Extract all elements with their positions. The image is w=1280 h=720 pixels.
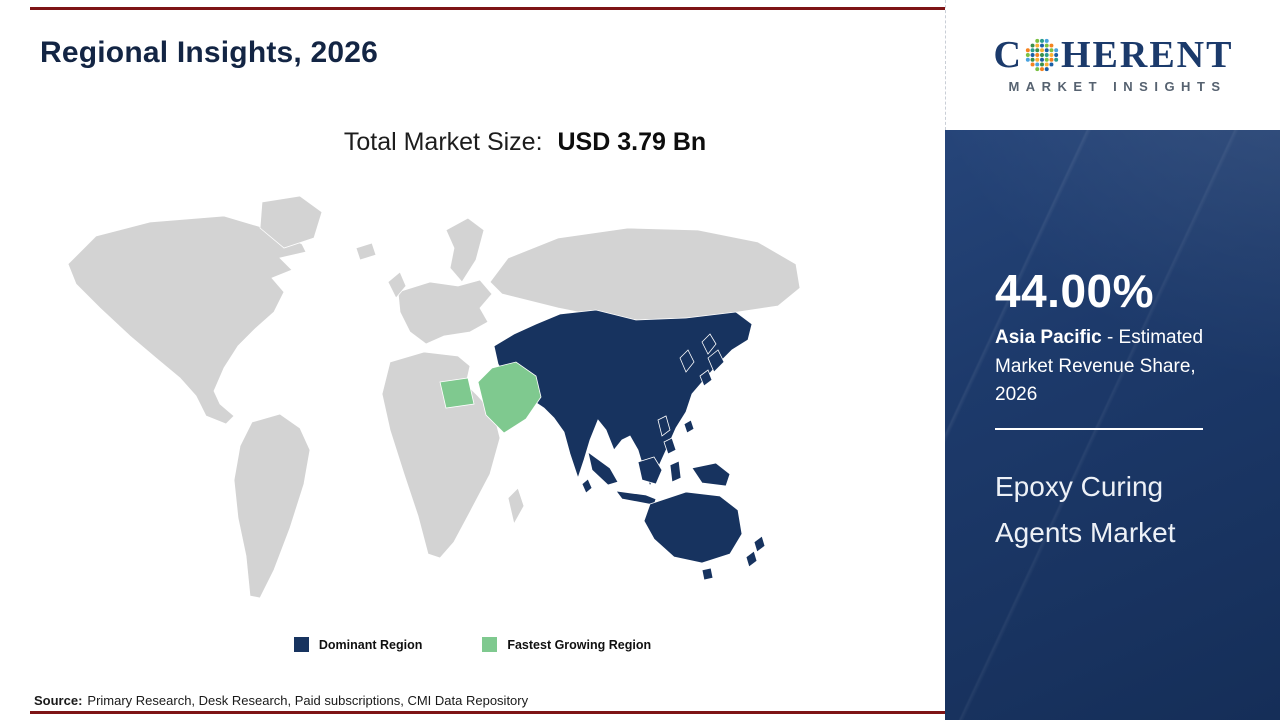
share-desc-text: - Estimated Market Revenue Share, 2026 (995, 327, 1204, 405)
source-label: Source: (34, 693, 83, 708)
logo-tagline: MARKET INSIGHTS (1008, 79, 1227, 94)
map-dominant-region (493, 309, 766, 581)
fastest-swatch-icon (482, 637, 498, 652)
share-description: Asia Pacific - Estimated Market Revenue … (995, 324, 1233, 410)
legend-fastest-label: Fastest Growing Region (507, 637, 652, 652)
world-map-svg (67, 195, 801, 599)
brand-logo-wordmark: C HERENT (994, 36, 1234, 74)
total-market-size: Total Market Size: USD 3.79 Bn (110, 128, 940, 157)
legend-dominant-label: Dominant Region (318, 637, 423, 652)
legend: Dominant Region Fastest Growing Region (0, 637, 945, 652)
share-region: Asia Pacific (995, 327, 1102, 348)
share-value: 44.00% (995, 265, 1155, 317)
logo-suffix: HERENT (1060, 34, 1234, 76)
source-line: Source: Primary Research, Desk Research, … (34, 693, 528, 708)
legend-item-fastest: Fastest Growing Region (482, 637, 651, 652)
brand-logo: C HERENT MARKET INSIGHTS (945, 0, 1280, 130)
top-accent-line (30, 7, 945, 10)
sidebar-divider (995, 428, 1203, 430)
map-fastest-region (439, 361, 542, 434)
total-market-size-value: USD 3.79 Bn (557, 128, 707, 156)
total-market-size-label: Total Market Size: (343, 128, 543, 156)
logo-prefix: C (993, 34, 1023, 76)
logo-globe-icon (1025, 38, 1059, 72)
world-map (38, 186, 835, 622)
market-name: Epoxy Curing Agents Market (995, 471, 1176, 549)
source-text: Primary Research, Desk Research, Paid su… (87, 693, 529, 708)
dominant-swatch-icon (293, 637, 309, 652)
legend-item-dominant: Dominant Region (293, 637, 423, 652)
page-title: Regional Insights, 2026 (40, 36, 379, 69)
bottom-accent-line (30, 711, 945, 714)
